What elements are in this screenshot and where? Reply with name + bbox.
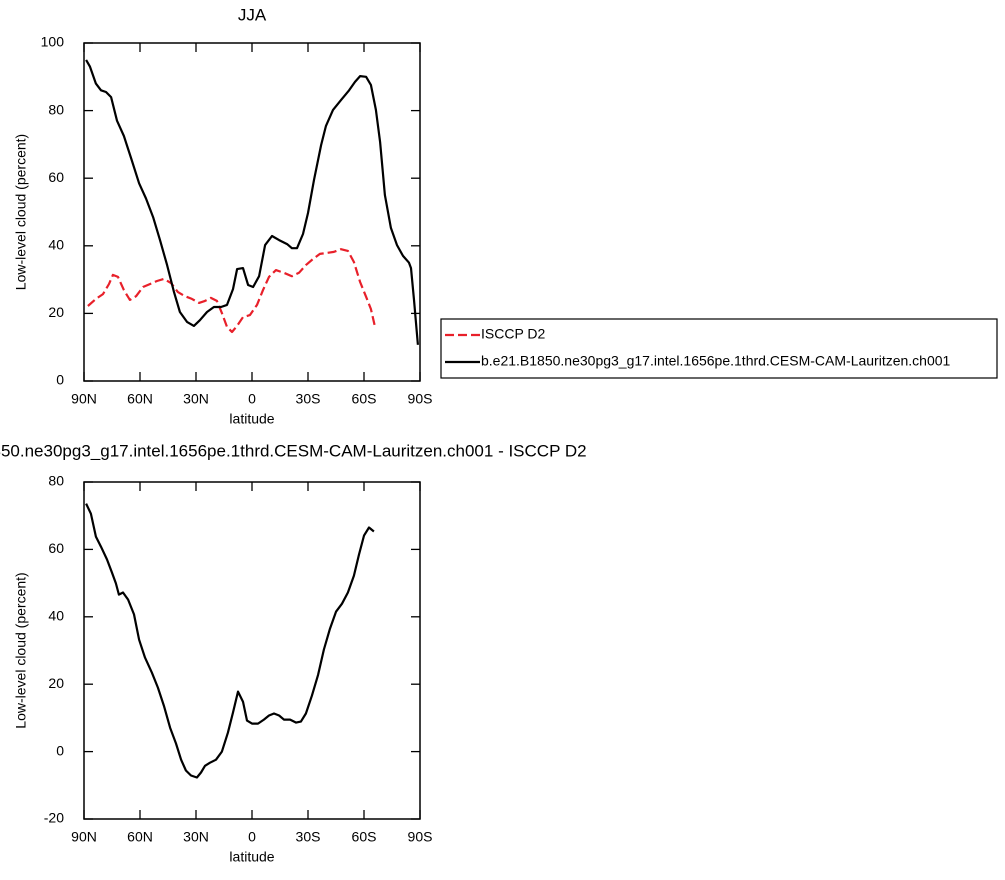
data-line [85,59,419,345]
y-tick-label: 40 [48,237,64,253]
y-tick-label: 80 [48,101,64,117]
x-tick-label: 60S [352,391,377,407]
x-axis-label: latitude [229,411,274,427]
x-tick-label: 60N [127,829,153,845]
y-tick-label: 80 [48,473,64,489]
chart-title: JJA [238,5,267,24]
y-tick-label: 0 [56,372,64,388]
x-tick-label: 60S [352,829,377,845]
plot-frame [83,481,421,820]
y-tick-label: 0 [56,742,64,758]
x-tick-label: 90S [408,829,433,845]
x-tick-label: 90N [71,829,97,845]
x-tick-label: 30S [296,391,321,407]
x-axis-label: latitude [229,849,274,865]
x-tick-label: 90S [408,391,433,407]
chart-title: b.e21.B1850.ne30pg3_g17.intel.1656pe.1th… [0,441,587,460]
y-axis-label: Low-level cloud (percent) [13,572,29,728]
legend-box [440,318,998,379]
y-tick-label: 20 [48,675,64,691]
y-tick-label: 40 [48,608,64,624]
x-tick-label: 30N [183,391,209,407]
y-tick-label: 20 [48,304,64,320]
x-tick-label: 60N [127,391,153,407]
data-line [85,503,375,779]
x-tick-label: 90N [71,391,97,407]
y-tick-label: 60 [48,169,64,185]
x-tick-label: 0 [248,391,256,407]
y-tick-label: -20 [44,810,64,826]
x-tick-label: 30S [296,829,321,845]
y-tick-label: 60 [48,540,64,556]
legend-label: ISCCP D2 [481,326,546,342]
y-tick-label: 100 [41,34,65,50]
data-line [87,248,377,334]
plot-frame [83,42,421,382]
y-axis-label: Low-level cloud (percent) [13,134,29,290]
x-tick-label: 30N [183,829,209,845]
legend-label: b.e21.B1850.ne30pg3_g17.intel.1656pe.1th… [481,353,951,369]
x-tick-label: 0 [248,829,256,845]
